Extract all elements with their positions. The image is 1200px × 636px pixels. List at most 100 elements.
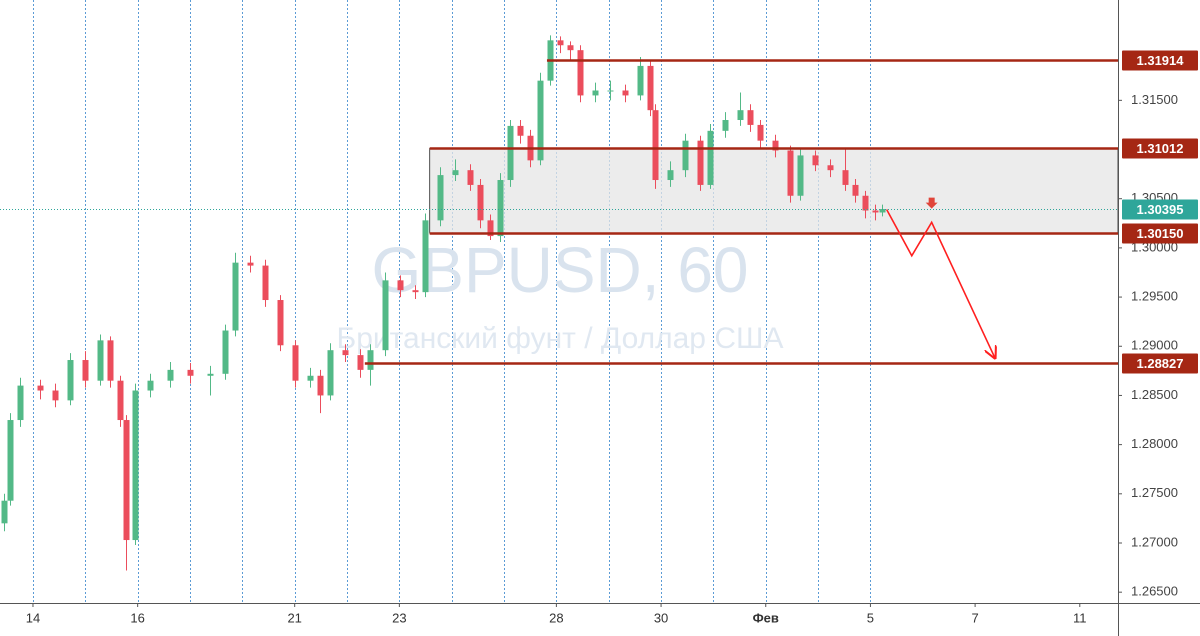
candle-body bbox=[879, 209, 886, 213]
candle-body bbox=[707, 130, 714, 185]
y-tick-label: 1.28000 bbox=[1131, 436, 1178, 451]
candle-body bbox=[682, 140, 689, 171]
sell-marker bbox=[925, 197, 938, 209]
x-tick-label: 23 bbox=[392, 610, 406, 625]
y-tick-label: 1.27000 bbox=[1131, 534, 1178, 549]
candle-body bbox=[422, 220, 429, 293]
candle-body bbox=[97, 340, 104, 381]
candle-body bbox=[557, 40, 564, 46]
x-tick-label: 14 bbox=[26, 610, 40, 625]
x-tick-label: 30 bbox=[654, 610, 668, 625]
watermark-subtitle: Британский фунт / Доллар США bbox=[337, 322, 784, 355]
y-tick-label: 1.27500 bbox=[1131, 485, 1178, 500]
candle-body bbox=[307, 375, 314, 381]
price-level-badge bbox=[1122, 50, 1198, 71]
candle-body bbox=[607, 90, 614, 92]
x-tick-label: 16 bbox=[130, 610, 144, 625]
candle-body bbox=[567, 45, 574, 51]
candle-body bbox=[327, 350, 334, 396]
price-level-badge bbox=[1122, 223, 1198, 244]
y-tick-label: 1.29000 bbox=[1131, 338, 1178, 353]
price-level-label: 1.31914 bbox=[1137, 53, 1185, 68]
candle-body bbox=[357, 355, 364, 370]
candle-body bbox=[342, 350, 349, 356]
candle-body bbox=[367, 350, 374, 370]
candle-body bbox=[7, 420, 14, 501]
candle-body bbox=[317, 375, 324, 396]
candle-body bbox=[132, 390, 139, 541]
candle-body bbox=[67, 360, 74, 401]
candle-body bbox=[167, 369, 174, 381]
candle-body bbox=[207, 373, 214, 376]
x-tick-label: 11 bbox=[1073, 610, 1087, 625]
x-tick-label: 5 bbox=[867, 610, 874, 625]
x-tick-label: 28 bbox=[549, 610, 563, 625]
y-tick-label: 1.29500 bbox=[1131, 289, 1178, 304]
price-level-badge bbox=[1122, 138, 1198, 159]
candle-body bbox=[412, 290, 419, 293]
y-tick-label: 1.26500 bbox=[1131, 584, 1178, 599]
candle-body bbox=[787, 150, 794, 196]
candle-body bbox=[842, 170, 849, 185]
candle-body bbox=[452, 170, 459, 176]
candle-body bbox=[737, 110, 744, 121]
price-level-label: 1.30150 bbox=[1137, 226, 1184, 241]
candle-body bbox=[827, 165, 834, 171]
candle-body bbox=[52, 390, 59, 401]
price-level-badge bbox=[1122, 199, 1198, 220]
forecast-path bbox=[885, 209, 995, 359]
price-level-badge bbox=[1122, 353, 1198, 374]
candle-body bbox=[667, 170, 674, 181]
x-tick-label: 21 bbox=[287, 610, 301, 625]
candle-body bbox=[147, 380, 154, 391]
candle-body bbox=[622, 90, 629, 96]
candle-body bbox=[592, 90, 599, 96]
candle-body bbox=[1, 500, 8, 524]
candle-body bbox=[262, 265, 269, 301]
plot bbox=[0, 35, 1119, 571]
candle-body bbox=[247, 262, 254, 266]
candle-body bbox=[537, 80, 544, 161]
candle-body bbox=[637, 65, 644, 96]
price-level-label: 1.28827 bbox=[1137, 356, 1184, 371]
zone bbox=[429, 147, 1119, 234]
candle-body bbox=[517, 125, 524, 136]
candle-body bbox=[17, 385, 24, 421]
candle-body bbox=[772, 140, 779, 151]
x-tick-label: 7 bbox=[971, 610, 978, 625]
candle-body bbox=[277, 300, 284, 346]
candle-body bbox=[797, 155, 804, 196]
candle-body bbox=[577, 50, 584, 96]
grid bbox=[33, 0, 871, 603]
y-tick-label: 1.31500 bbox=[1131, 92, 1178, 107]
candle-body bbox=[123, 420, 130, 541]
candle-body bbox=[497, 180, 504, 237]
candle-body bbox=[187, 369, 194, 376]
candle-body bbox=[812, 155, 819, 166]
candle-body bbox=[722, 120, 729, 131]
candle-body bbox=[507, 125, 514, 181]
candle-body bbox=[232, 262, 239, 331]
candle-body bbox=[37, 385, 44, 391]
candle-body bbox=[382, 280, 389, 351]
candle-body bbox=[467, 170, 474, 185]
candle-body bbox=[292, 345, 299, 381]
candle-body bbox=[117, 380, 124, 421]
candle-body bbox=[437, 175, 444, 221]
candle-body bbox=[107, 340, 114, 381]
axes: 14 16 21 23 28 30 Фев 5 7 111.315001.305001.30000… bbox=[26, 50, 1198, 625]
candle-body bbox=[652, 110, 659, 181]
candle-body bbox=[872, 210, 879, 213]
price-level-label: 1.30395 bbox=[1137, 202, 1184, 217]
candle-body bbox=[82, 360, 89, 381]
x-tick-label: Фев bbox=[753, 610, 779, 625]
y-tick-label: 1.28500 bbox=[1131, 387, 1178, 402]
candle-body bbox=[477, 184, 484, 221]
candle-body bbox=[397, 280, 404, 291]
candle-body bbox=[487, 220, 494, 237]
watermark-title: GBPUSD, 60 bbox=[371, 234, 748, 306]
candle-body bbox=[862, 195, 869, 211]
